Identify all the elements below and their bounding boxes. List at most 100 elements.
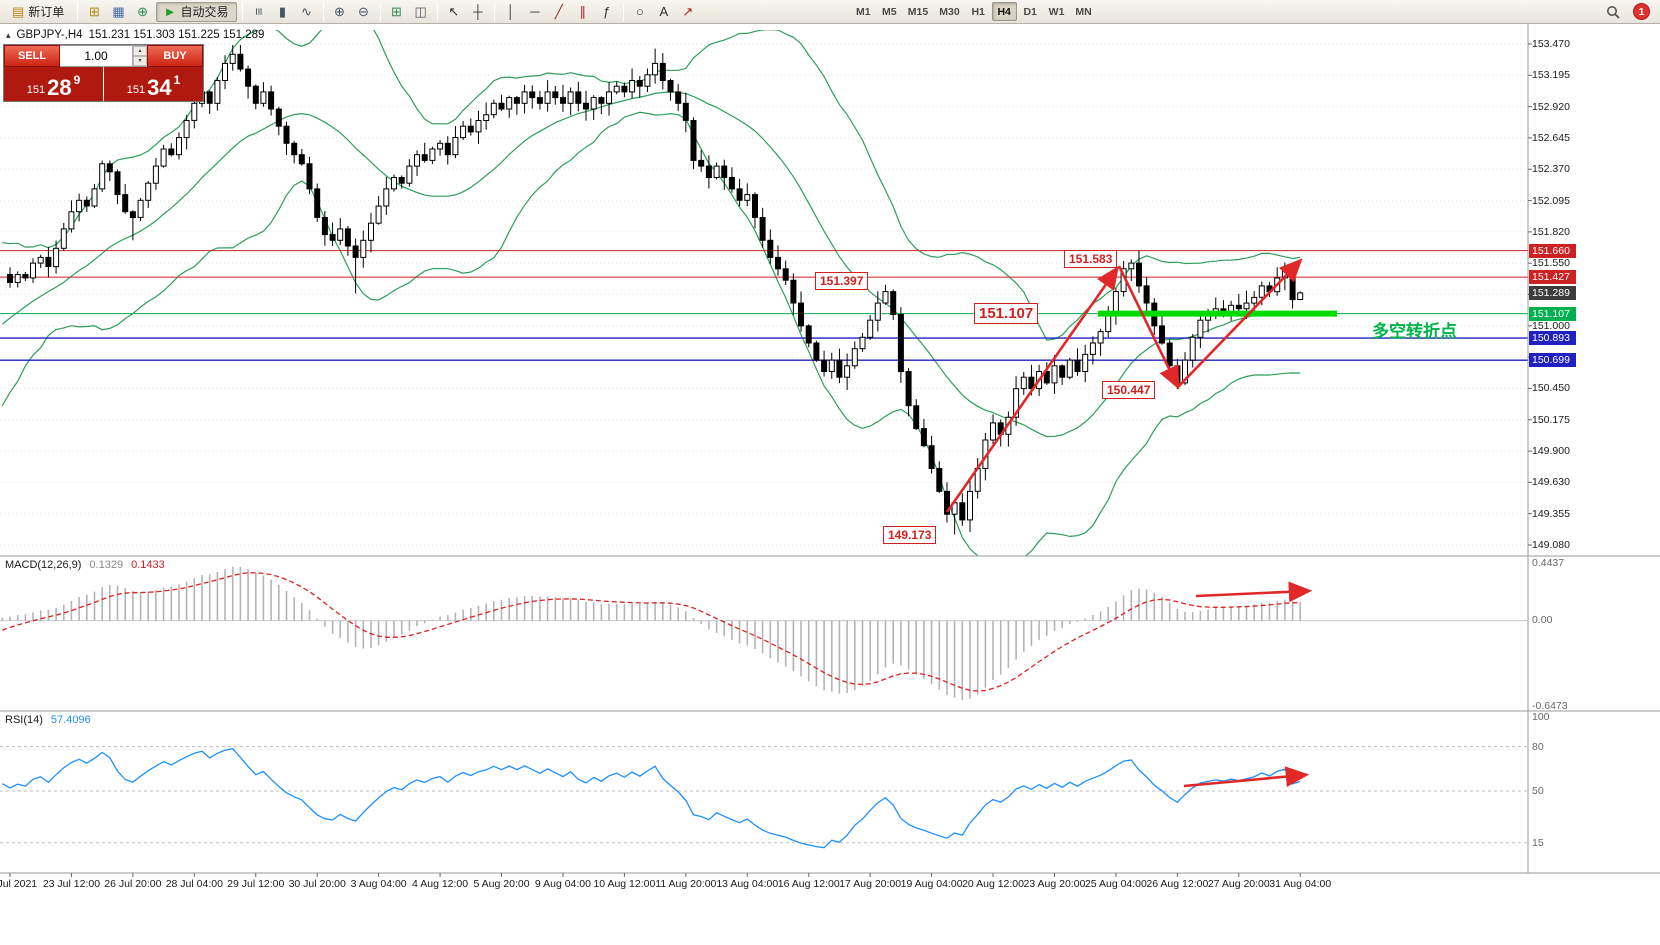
vertical-line-icon[interactable]: │ (500, 2, 522, 22)
rsi-axis-label: 50 (1532, 785, 1544, 797)
sell-price[interactable]: 151 28 9 (4, 67, 103, 101)
trendline-icon[interactable]: ╱ (548, 2, 570, 22)
timeframe-button-m1[interactable]: M1 (851, 2, 876, 21)
macd-trend-arrow[interactable] (1195, 581, 1313, 603)
web-terminal-icon[interactable]: ⊕ (132, 2, 154, 22)
candle-body (544, 91, 551, 104)
volume-up-button[interactable]: ▴ (133, 46, 147, 56)
time-axis-label: 30 Jul 20:00 (288, 878, 346, 890)
candle-body (245, 68, 252, 87)
candle-body (698, 159, 705, 167)
timeframe-button-d1[interactable]: D1 (1018, 2, 1043, 21)
horizontal-line-icon[interactable]: ─ (524, 2, 546, 22)
time-axis-label: 27 Aug 20:00 (1207, 878, 1270, 890)
candle-body (1074, 359, 1081, 373)
zoom-out-icon[interactable]: ⊖ (353, 2, 375, 22)
bollinger-middle-band (1, 91, 1301, 438)
time-axis-label: 17 Aug 20:00 (839, 878, 902, 890)
candle-body (352, 245, 359, 258)
timeframe-button-m30[interactable]: M30 (934, 2, 964, 21)
buy-price[interactable]: 151 34 1 (104, 67, 203, 101)
one-click-collapse-icon[interactable]: ▴ (6, 29, 11, 40)
price-axis-label: 152.920 (1532, 100, 1570, 113)
charts-grid-icon[interactable]: ⊞ (83, 2, 105, 22)
text-icon[interactable]: A (653, 2, 675, 22)
candle-body (882, 291, 889, 304)
turning-point-label[interactable]: 多空转折点 (1372, 322, 1457, 341)
candle-body (222, 62, 228, 82)
autotrading-button[interactable]: ► 自动交易 (155, 1, 237, 22)
price-axis-label: 151.550 (1532, 257, 1570, 270)
pullback-arrow[interactable] (1117, 265, 1180, 390)
macd-axis-label: 0.4437 (1532, 557, 1565, 569)
time-axis-label: 13 Aug 04:00 (716, 878, 779, 890)
candle-body (936, 468, 943, 492)
zoom-in-icon[interactable]: ⊕ (329, 2, 351, 22)
candle-body (53, 247, 60, 268)
crosshair-icon[interactable]: ┼ (467, 2, 489, 22)
toolbar-separator (436, 2, 438, 21)
rally-arrow-2[interactable] (1177, 258, 1303, 388)
candle-body (252, 85, 259, 104)
candle-body (713, 165, 720, 179)
cascade-windows-icon[interactable]: ◫ (410, 2, 432, 22)
time-axis-label: 23 Jul 12:00 (42, 878, 101, 890)
bars-chart-icon[interactable]: ≡ (248, 2, 270, 22)
candle-body (337, 228, 344, 241)
candles-chart-icon[interactable]: ▮ (272, 2, 294, 22)
candle-body (421, 154, 428, 161)
price-annotation-box-151.397[interactable]: 151.397 (815, 272, 869, 290)
volume-down-button[interactable]: ▾ (133, 56, 147, 66)
price-annotation-box-151.583[interactable]: 151.583 (1064, 250, 1118, 268)
timeframe-button-m15[interactable]: M15 (903, 2, 933, 21)
fibonacci-icon[interactable]: ƒ (596, 2, 618, 22)
candle-body (368, 222, 374, 241)
rally-arrow-1[interactable] (945, 265, 1119, 513)
line-chart-icon[interactable]: ∿ (296, 2, 318, 22)
market-watch-icon[interactable]: ▦ (107, 2, 129, 22)
price-annotation-box-149.173[interactable]: 149.173 (883, 526, 937, 544)
channel-icon[interactable]: ∥ (572, 2, 594, 22)
candle-body (790, 279, 797, 304)
timeframe-button-m5[interactable]: M5 (877, 2, 902, 21)
price-annotation-box-150.447[interactable]: 150.447 (1102, 381, 1156, 399)
arrows-icon[interactable]: ↗ (677, 2, 699, 22)
new-order-button[interactable]: ▤ 新订单 (4, 2, 72, 22)
candle-body (529, 91, 536, 99)
candle-body (990, 422, 996, 441)
macd-main-value: 0.1329 (89, 559, 124, 571)
candle-body (460, 125, 467, 139)
price-annotation-box-151.107[interactable]: 151.107 (974, 303, 1039, 324)
timeframe-button-h4[interactable]: H4 (991, 2, 1017, 21)
rsi-line (1, 747, 1301, 849)
rsi-trend-arrow[interactable] (1183, 766, 1310, 788)
time-axis-label: 23 Aug 20:00 (1023, 878, 1086, 890)
time-axis-label: 10 Aug 12:00 (593, 878, 656, 890)
candle-body (752, 194, 758, 218)
candle-body (1251, 296, 1258, 304)
sell-button[interactable]: SELL (4, 45, 60, 67)
tile-windows-icon[interactable]: ⊞ (386, 2, 408, 22)
time-axis-label: 20 Aug 12:00 (962, 878, 1024, 890)
volume-input[interactable] (60, 46, 132, 66)
search-icon[interactable] (1601, 2, 1625, 22)
buy-button[interactable]: BUY (147, 45, 203, 67)
candle-body (759, 217, 766, 241)
candle-body (1043, 371, 1050, 384)
candle-body (7, 274, 13, 283)
notifications-badge[interactable]: 1 (1633, 3, 1650, 20)
candle-body (68, 211, 75, 230)
candle-body (851, 348, 858, 367)
cursor-icon[interactable]: ↖ (443, 2, 465, 22)
candle-body (30, 262, 36, 279)
candle-body (1028, 376, 1035, 390)
timeframe-button-h1[interactable]: H1 (966, 2, 991, 21)
time-axis-label: 19 Aug 04:00 (900, 878, 963, 890)
shapes-icon[interactable]: ○ (629, 2, 651, 22)
time-axis-label: 5 Aug 20:00 (473, 878, 530, 890)
timeframe-button-w1[interactable]: W1 (1044, 2, 1070, 21)
timeframe-button-mn[interactable]: MN (1070, 2, 1096, 21)
autotrading-play-icon: ► (163, 4, 177, 19)
candle-body (314, 188, 321, 218)
